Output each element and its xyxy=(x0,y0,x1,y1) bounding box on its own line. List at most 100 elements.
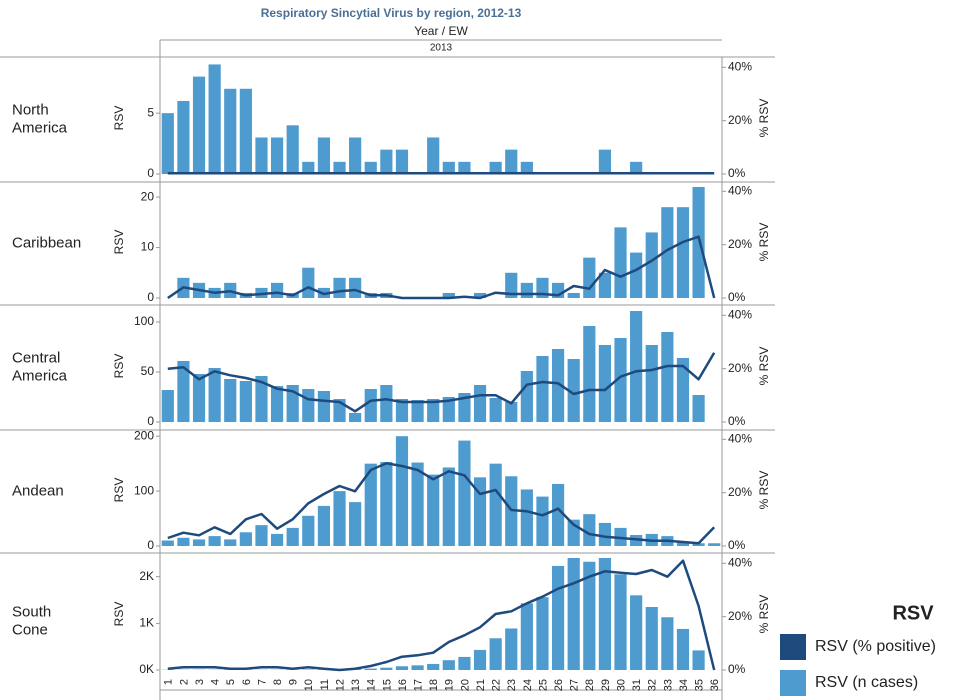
x-tick-label: 23 xyxy=(506,679,518,691)
y2-axis-label: % RSV xyxy=(757,347,771,386)
bar xyxy=(473,385,487,422)
x-tick-label: 17 xyxy=(412,679,424,691)
x-tick-label: 18 xyxy=(428,679,440,691)
bar xyxy=(161,390,174,422)
line xyxy=(167,559,716,672)
y-axis-label: RSV xyxy=(112,478,126,503)
bar xyxy=(192,76,206,174)
x-tick-label: 34 xyxy=(678,679,690,691)
bar xyxy=(614,338,627,422)
bar xyxy=(505,149,518,174)
bar xyxy=(427,663,440,670)
y-tick-label: 0K xyxy=(139,662,154,676)
y2-tick-label: 40% xyxy=(728,556,752,570)
bar xyxy=(692,395,705,422)
bar xyxy=(458,656,471,670)
y-tick-label: 0 xyxy=(147,414,154,428)
bar xyxy=(317,391,331,422)
x-tick-label: 26 xyxy=(553,679,565,691)
bar xyxy=(161,113,174,174)
bar xyxy=(442,292,455,298)
bar xyxy=(645,345,658,422)
y-tick-label: 50 xyxy=(141,364,155,378)
line xyxy=(167,462,716,545)
bar xyxy=(630,252,643,298)
y2-tick-label: 20% xyxy=(728,237,752,251)
y2-axis-label: % RSV xyxy=(757,99,771,138)
bar xyxy=(489,463,502,546)
bar xyxy=(520,371,533,422)
bar xyxy=(364,463,377,546)
bar xyxy=(567,558,580,670)
legend-swatch xyxy=(780,670,806,696)
x-tick-label: 28 xyxy=(584,679,596,691)
bar xyxy=(317,137,331,174)
bar xyxy=(427,474,440,546)
bar xyxy=(208,64,221,174)
bar xyxy=(630,311,643,422)
x-tick-label: 14 xyxy=(366,679,378,691)
bar xyxy=(661,617,674,670)
bar xyxy=(551,565,565,670)
bar xyxy=(661,207,674,298)
x-tick-label: 29 xyxy=(600,679,612,691)
x-tick-label: 36 xyxy=(709,679,721,691)
x-tick-label: 8 xyxy=(272,679,284,685)
bar xyxy=(224,539,237,546)
x-tick-label: 31 xyxy=(631,679,643,691)
bar xyxy=(708,543,721,546)
line xyxy=(167,352,716,413)
bar xyxy=(427,137,440,174)
x-tick-label: 12 xyxy=(334,679,346,691)
bar xyxy=(505,402,518,422)
bar xyxy=(505,272,518,298)
bar xyxy=(458,393,471,422)
bar xyxy=(302,389,315,422)
bar xyxy=(411,665,424,670)
y-tick-label: 100 xyxy=(134,483,154,497)
bar xyxy=(411,462,424,546)
y2-tick-label: 0% xyxy=(728,166,746,180)
bar xyxy=(583,514,596,546)
bar xyxy=(395,666,409,670)
y-tick-label: 0 xyxy=(147,290,154,304)
bar xyxy=(208,368,221,422)
x-tick-label: 11 xyxy=(319,679,331,690)
bar xyxy=(349,502,362,546)
bar xyxy=(520,282,533,298)
bar xyxy=(442,467,455,546)
row-label: North America xyxy=(12,101,68,136)
bar xyxy=(302,267,315,298)
y2-axis-label: % RSV xyxy=(757,595,771,634)
x-tick-label: 21 xyxy=(475,679,487,691)
bar xyxy=(551,349,565,422)
bar xyxy=(255,525,268,546)
bar xyxy=(442,161,455,174)
column-header: Year / EW xyxy=(414,24,468,38)
bar xyxy=(349,413,362,422)
bar xyxy=(583,326,596,422)
bar xyxy=(583,561,596,670)
bar xyxy=(224,379,237,422)
y2-tick-label: 20% xyxy=(728,361,752,375)
line xyxy=(167,235,716,300)
bar xyxy=(380,667,393,670)
x-tick-label: 9 xyxy=(288,679,300,685)
y2-axis-label: % RSV xyxy=(757,223,771,262)
y-tick-label: 20 xyxy=(141,189,155,203)
bar xyxy=(395,399,409,422)
bar xyxy=(489,161,502,174)
bar xyxy=(333,277,346,298)
bar xyxy=(286,527,299,546)
y2-axis-label: % RSV xyxy=(757,471,771,510)
bar xyxy=(614,574,627,670)
y-tick-label: 0 xyxy=(147,538,154,552)
y-tick-label: 0 xyxy=(147,166,154,180)
bar xyxy=(692,187,705,298)
bar xyxy=(411,400,424,422)
bar xyxy=(177,361,190,422)
bar xyxy=(255,376,268,422)
y-axis-label: RSV xyxy=(112,230,126,255)
bar xyxy=(692,650,705,670)
y2-tick-label: 0% xyxy=(728,662,746,676)
